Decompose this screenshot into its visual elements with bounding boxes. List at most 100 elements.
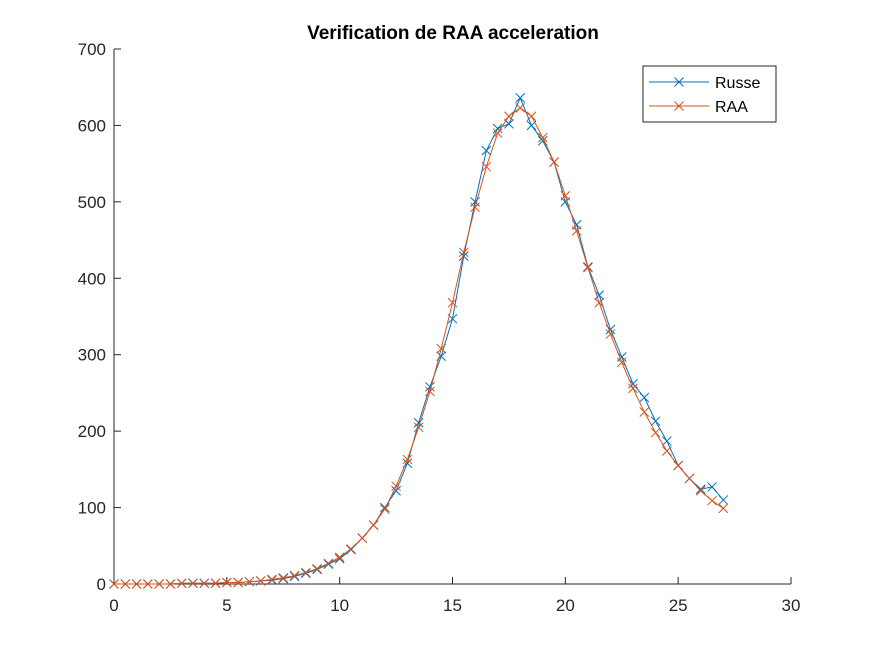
y-tick-label: 500 — [78, 193, 106, 212]
data-point-marker — [684, 473, 695, 484]
x-tick-label: 10 — [330, 596, 349, 615]
legend-entry-raa: RAA — [649, 99, 748, 116]
data-point-marker — [492, 128, 503, 138]
data-point-marker — [346, 543, 356, 554]
data-point-marker — [312, 563, 322, 574]
x-tick-label: 15 — [443, 596, 462, 615]
data-point-marker — [583, 262, 593, 273]
data-point-marker — [188, 578, 198, 589]
data-point-marker — [458, 251, 469, 261]
legend-label: RAA — [715, 99, 748, 116]
y-tick-label: 300 — [78, 346, 106, 365]
data-point-marker — [391, 485, 401, 496]
y-axis: 0 100 200 300 400 500 600 700 — [78, 40, 121, 594]
data-point-marker — [673, 460, 684, 471]
data-point-marker — [221, 577, 232, 588]
data-point-marker — [492, 123, 503, 134]
data-point-marker — [176, 578, 187, 589]
data-point-marker — [425, 381, 435, 392]
series-raa — [109, 102, 729, 589]
data-point-marker — [300, 567, 311, 578]
data-point-marker — [391, 481, 401, 492]
data-point-marker — [718, 503, 729, 514]
series-layer — [109, 93, 729, 589]
x-axis: 0 5 10 15 20 25 30 — [109, 577, 800, 615]
data-point-marker — [278, 573, 289, 583]
legend-marker — [674, 101, 684, 111]
y-tick-label: 400 — [78, 269, 106, 288]
data-point-marker — [707, 495, 717, 506]
data-point-marker — [662, 436, 672, 446]
legend-box — [642, 65, 777, 123]
data-point-marker — [560, 190, 571, 201]
data-point-marker — [323, 559, 334, 569]
data-point-marker — [594, 297, 605, 308]
data-point-marker — [413, 422, 424, 433]
data-point-marker — [639, 407, 650, 417]
chart-title: Verification de RAA acceleration — [307, 23, 599, 44]
y-tick-label: 200 — [78, 422, 106, 441]
data-point-marker — [436, 343, 447, 354]
data-point-marker — [515, 102, 526, 113]
data-point-marker — [233, 577, 243, 588]
legend-marker — [674, 77, 684, 87]
data-point-marker — [425, 386, 435, 397]
data-point-marker — [334, 553, 345, 564]
data-point-marker — [413, 417, 424, 428]
data-point-marker — [312, 564, 322, 575]
x-tick-label: 30 — [782, 596, 801, 615]
data-point-marker — [695, 484, 706, 495]
data-point-marker — [628, 383, 638, 394]
data-point-marker — [695, 485, 706, 496]
data-point-marker — [402, 454, 413, 465]
data-point-marker — [334, 552, 345, 563]
data-point-marker — [300, 568, 311, 579]
x-tick-label: 5 — [222, 596, 231, 615]
x-tick-label: 25 — [669, 596, 688, 615]
data-point-marker — [289, 570, 300, 581]
data-point-marker — [458, 247, 469, 258]
data-point-marker — [605, 329, 616, 339]
data-point-marker — [199, 578, 210, 589]
data-point-marker — [120, 579, 131, 589]
data-point-marker — [154, 579, 164, 589]
y-tick-label: 600 — [78, 116, 106, 135]
x-tick-label: 20 — [556, 596, 575, 615]
x-tick-label: 0 — [109, 596, 118, 615]
data-point-marker — [244, 576, 255, 587]
data-point-marker — [267, 575, 277, 586]
y-tick-label: 0 — [97, 575, 106, 594]
data-point-marker — [650, 427, 661, 438]
data-point-marker — [481, 145, 492, 156]
data-point-marker — [549, 157, 559, 167]
data-point-marker — [267, 574, 277, 585]
data-point-marker — [131, 579, 142, 589]
data-point-marker — [368, 520, 379, 531]
data-point-marker — [650, 416, 661, 427]
data-point-marker — [537, 132, 548, 143]
data-point-marker — [639, 392, 650, 403]
data-point-marker — [165, 579, 176, 589]
data-point-marker — [662, 446, 672, 456]
data-point-marker — [718, 495, 729, 505]
y-tick-label: 100 — [78, 499, 106, 518]
data-point-marker — [707, 482, 717, 492]
data-point-marker — [289, 571, 300, 582]
y-tick-label: 700 — [78, 40, 106, 59]
data-point-marker — [571, 226, 582, 236]
data-point-marker — [379, 502, 390, 513]
data-point-marker — [278, 573, 289, 584]
legend: Russe RAA — [642, 65, 777, 123]
data-point-marker — [357, 533, 368, 543]
data-point-marker — [504, 111, 514, 122]
data-point-marker — [109, 579, 119, 589]
data-point-marker — [481, 161, 492, 172]
data-point-marker — [142, 579, 153, 589]
data-point-marker — [255, 576, 266, 586]
data-point-marker — [379, 504, 390, 514]
data-point-marker — [526, 111, 537, 122]
data-point-marker — [616, 357, 627, 368]
data-point-marker — [515, 93, 526, 103]
